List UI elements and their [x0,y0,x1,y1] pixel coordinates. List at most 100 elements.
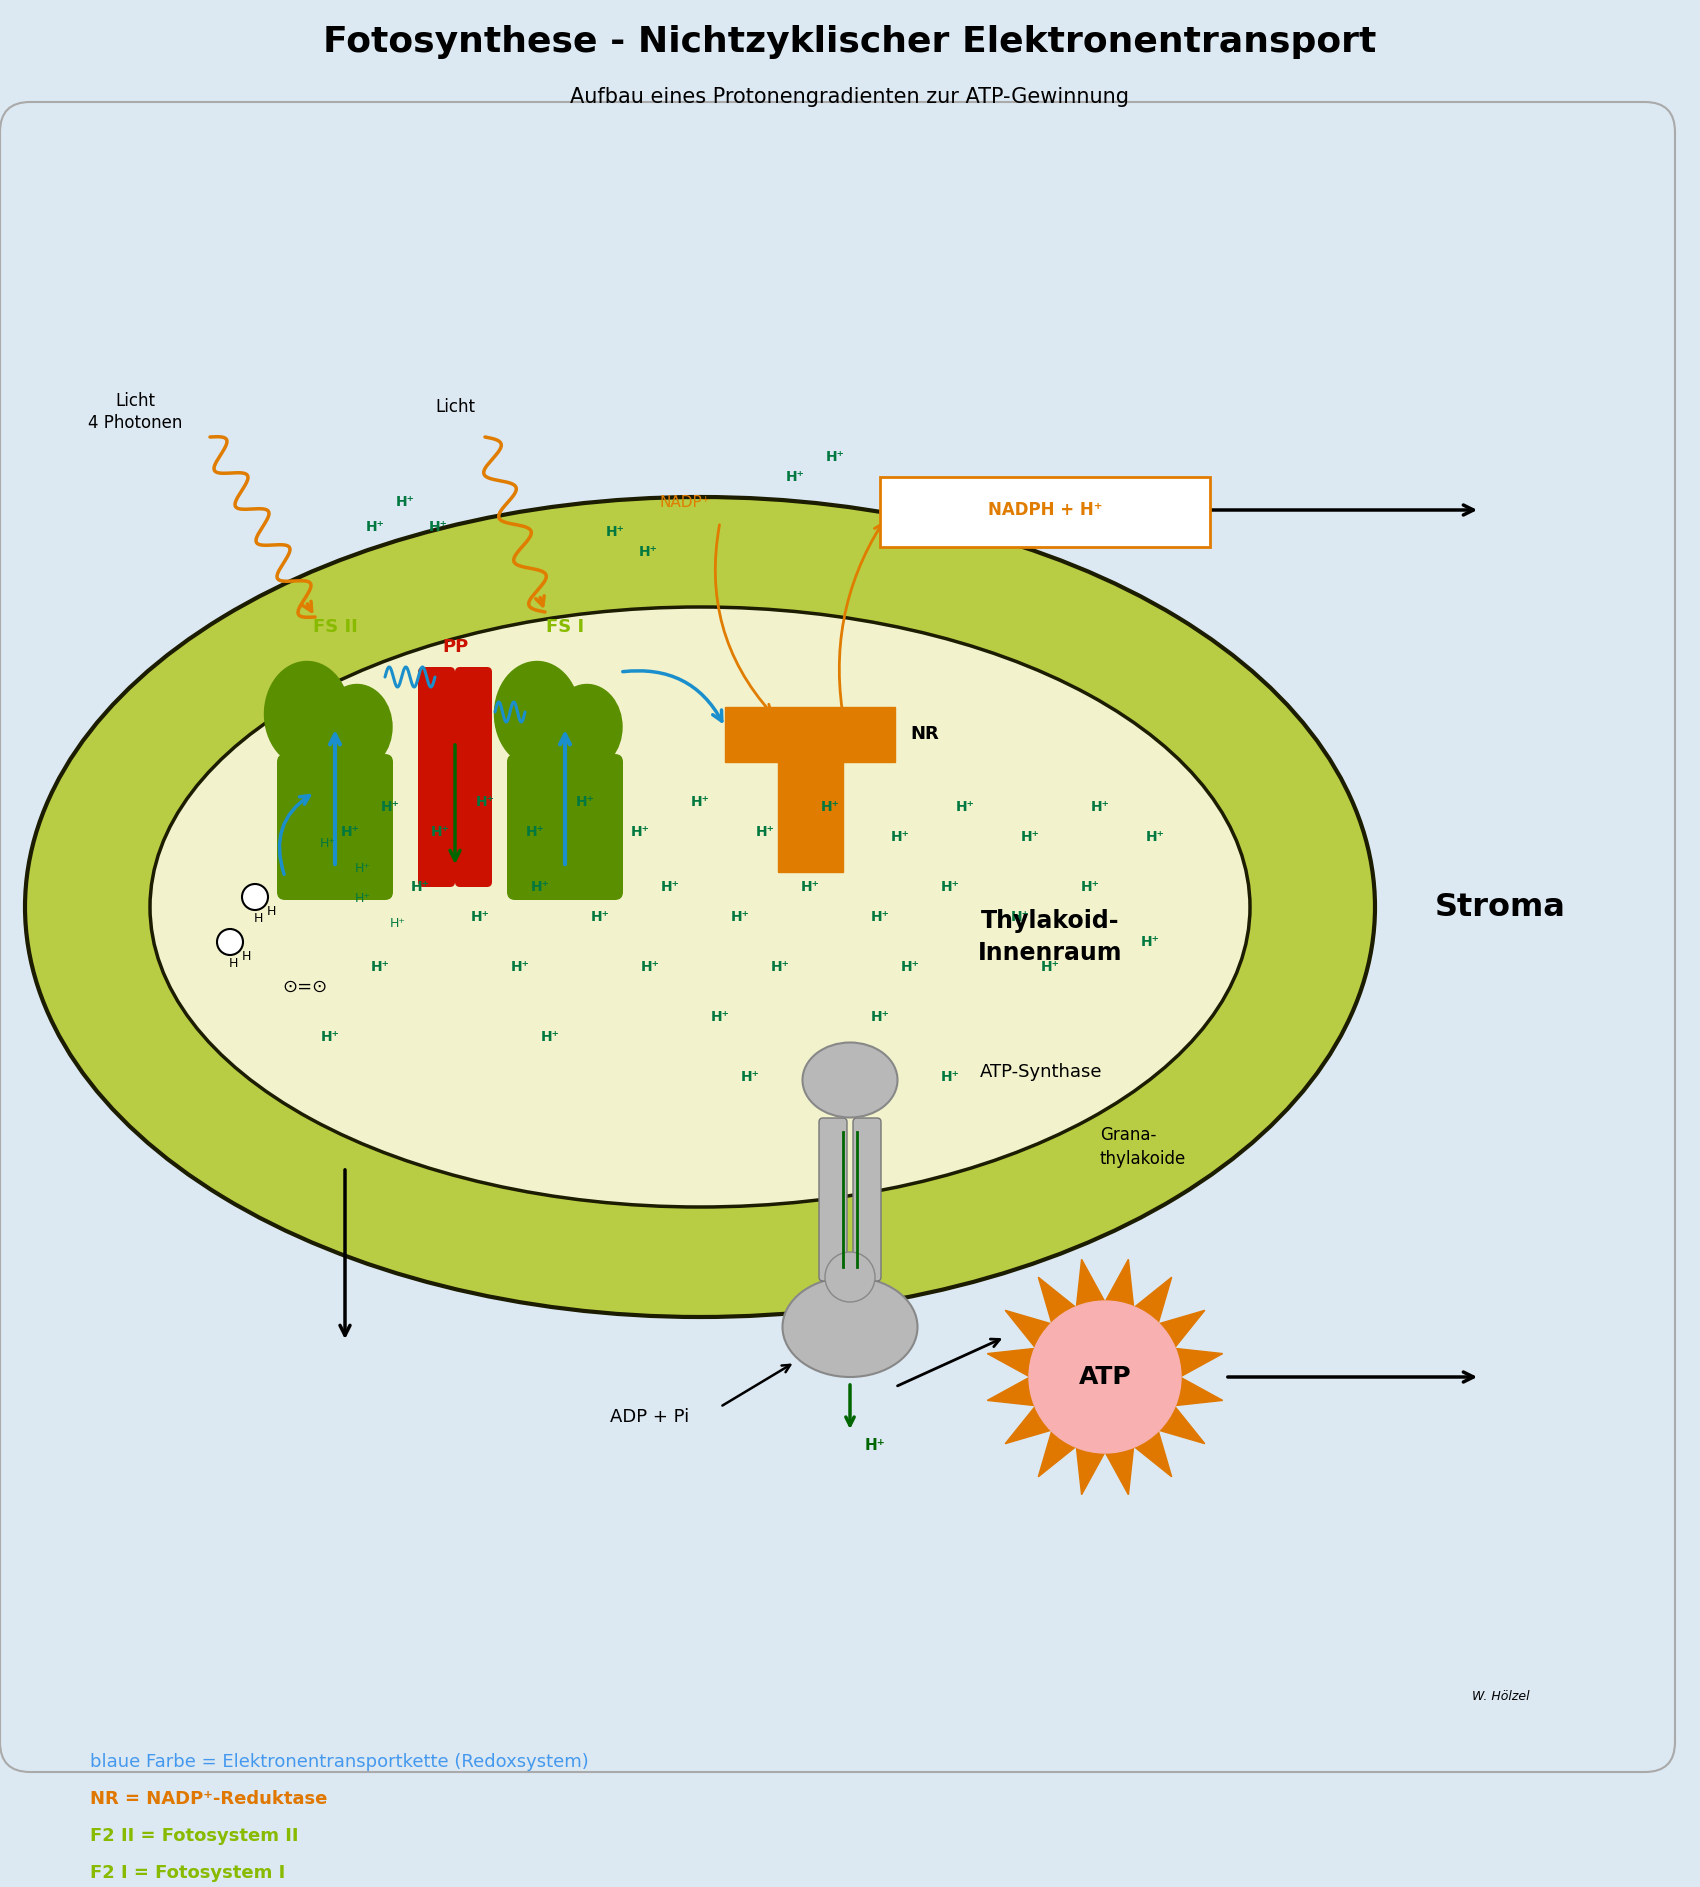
Circle shape [241,883,269,910]
Text: H⁺: H⁺ [389,917,406,930]
Text: H⁺: H⁺ [605,525,624,540]
Text: NADPH + H⁺: NADPH + H⁺ [988,502,1102,519]
Text: H⁺: H⁺ [741,1070,760,1083]
Text: H⁺: H⁺ [340,825,359,840]
Text: H⁺: H⁺ [430,825,449,840]
Text: H⁺: H⁺ [1081,879,1100,894]
Text: H⁺: H⁺ [770,960,789,974]
Polygon shape [988,1259,1222,1495]
Text: H⁺: H⁺ [940,1070,959,1083]
Text: H: H [267,906,275,919]
Text: FS I: FS I [546,619,585,636]
Text: H⁺: H⁺ [631,825,649,840]
Text: H⁺: H⁺ [755,825,775,840]
Text: H⁺: H⁺ [891,830,910,843]
Text: H⁺: H⁺ [1091,800,1110,813]
Ellipse shape [265,662,350,766]
Text: H⁺: H⁺ [901,960,920,974]
FancyBboxPatch shape [0,102,1674,1772]
Text: H⁺: H⁺ [476,794,495,810]
Ellipse shape [824,1251,876,1302]
Text: H: H [253,911,264,925]
FancyBboxPatch shape [456,666,491,887]
Text: H⁺: H⁺ [471,910,490,925]
Text: Aufbau eines Protonengradienten zur ATP-Gewinnung: Aufbau eines Protonengradienten zur ATP-… [571,87,1129,108]
Text: H⁺: H⁺ [1020,830,1039,843]
Text: H⁺: H⁺ [355,862,371,876]
Text: H⁺: H⁺ [541,1030,559,1044]
Text: H⁺: H⁺ [1040,960,1059,974]
Text: ADP + Pi: ADP + Pi [610,1408,690,1427]
Text: H⁺: H⁺ [371,960,389,974]
Text: H⁺: H⁺ [590,910,609,925]
Ellipse shape [321,685,393,770]
Text: H⁺: H⁺ [411,879,430,894]
Ellipse shape [552,685,622,770]
Text: Licht
4 Photonen: Licht 4 Photonen [88,392,182,432]
Text: H: H [228,957,238,970]
FancyBboxPatch shape [507,755,622,900]
Text: H⁺: H⁺ [826,449,845,464]
Bar [724,708,894,762]
Text: H⁺: H⁺ [639,545,658,559]
Text: H⁺: H⁺ [801,879,819,894]
Text: H⁺: H⁺ [1010,910,1030,925]
Text: W. Hölzel: W. Hölzel [1472,1691,1530,1704]
Text: Thylakoid-
Innenraum: Thylakoid- Innenraum [977,910,1122,964]
Text: H⁺: H⁺ [821,800,840,813]
Text: Fotosynthese - Nichtzyklischer Elektronentransport: Fotosynthese - Nichtzyklischer Elektrone… [323,25,1377,58]
Text: NR = NADP⁺-Reduktase: NR = NADP⁺-Reduktase [90,1791,328,1808]
Text: H⁺: H⁺ [711,1010,729,1025]
Text: Grana-
thylakoide: Grana- thylakoide [1100,1127,1187,1168]
Text: H⁺: H⁺ [366,521,384,534]
FancyBboxPatch shape [819,1117,847,1281]
Text: H⁺: H⁺ [1146,830,1165,843]
Text: H⁺: H⁺ [530,879,549,894]
Text: H⁺: H⁺ [576,794,595,810]
Circle shape [218,928,243,955]
Text: H⁺: H⁺ [690,794,709,810]
FancyBboxPatch shape [881,477,1210,547]
Text: ATP-Synthase: ATP-Synthase [979,1062,1103,1081]
Bar [777,762,843,872]
Text: H⁺: H⁺ [731,910,750,925]
Text: ⊙=⊙: ⊙=⊙ [282,977,328,996]
Ellipse shape [495,662,580,766]
Text: H⁺: H⁺ [870,910,889,925]
Text: NADP⁺: NADP⁺ [660,494,711,509]
Ellipse shape [802,1042,898,1117]
Text: ATP: ATP [1080,1364,1130,1389]
Text: FS II: FS II [313,619,357,636]
Text: H⁺: H⁺ [320,838,337,849]
Text: H⁺: H⁺ [641,960,660,974]
Text: Stroma: Stroma [1435,891,1566,923]
Ellipse shape [150,608,1250,1208]
Ellipse shape [782,1277,918,1378]
Circle shape [1028,1300,1182,1453]
Text: H⁺: H⁺ [428,521,447,534]
Text: H⁺: H⁺ [661,879,680,894]
Text: PP: PP [442,638,468,657]
Text: H: H [241,949,252,962]
Text: H⁺: H⁺ [940,879,959,894]
Text: H⁺: H⁺ [321,1030,340,1044]
Text: F2 I = Fotosystem I: F2 I = Fotosystem I [90,1864,286,1881]
Text: Licht: Licht [435,398,474,415]
Text: blaue Farbe = Elektronentransportkette (Redoxsystem): blaue Farbe = Elektronentransportkette (… [90,1753,588,1772]
FancyBboxPatch shape [853,1117,881,1281]
Ellipse shape [26,496,1375,1317]
Text: H⁺: H⁺ [870,1010,889,1025]
Text: H⁺: H⁺ [355,893,371,906]
Text: H⁺: H⁺ [381,800,400,813]
Text: H⁺: H⁺ [525,825,544,840]
Text: NR: NR [910,725,938,743]
Text: H⁺: H⁺ [955,800,974,813]
Text: H⁺: H⁺ [396,494,415,509]
Text: H⁺: H⁺ [1141,934,1159,949]
Text: F2 II = Fotosystem II: F2 II = Fotosystem II [90,1827,299,1845]
Text: H⁺: H⁺ [865,1438,886,1453]
FancyBboxPatch shape [277,755,393,900]
Text: H⁺: H⁺ [510,960,529,974]
Text: H⁺: H⁺ [785,470,804,483]
FancyBboxPatch shape [418,666,456,887]
